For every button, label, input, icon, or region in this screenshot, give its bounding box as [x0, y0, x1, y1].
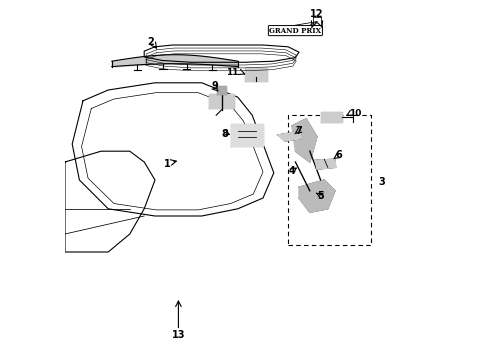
Polygon shape: [277, 131, 303, 141]
Polygon shape: [209, 94, 234, 108]
Polygon shape: [299, 180, 335, 212]
Polygon shape: [315, 159, 336, 169]
Text: 2: 2: [147, 37, 154, 48]
Text: 13: 13: [172, 330, 185, 340]
Text: 1: 1: [164, 159, 171, 169]
Text: 8: 8: [221, 129, 228, 139]
Text: 6: 6: [335, 150, 342, 160]
Polygon shape: [231, 124, 263, 146]
Text: 11: 11: [226, 68, 239, 77]
Text: 9: 9: [211, 81, 218, 91]
Polygon shape: [292, 119, 317, 162]
Text: 4: 4: [289, 166, 295, 176]
Polygon shape: [217, 86, 226, 94]
Text: 5: 5: [317, 191, 324, 201]
Text: 12: 12: [310, 9, 324, 19]
Text: 10: 10: [349, 109, 362, 118]
Text: 7: 7: [295, 126, 302, 136]
Text: 3: 3: [378, 177, 385, 187]
Text: GRAND PRIX: GRAND PRIX: [270, 27, 321, 35]
Polygon shape: [245, 68, 267, 81]
Polygon shape: [320, 112, 342, 122]
